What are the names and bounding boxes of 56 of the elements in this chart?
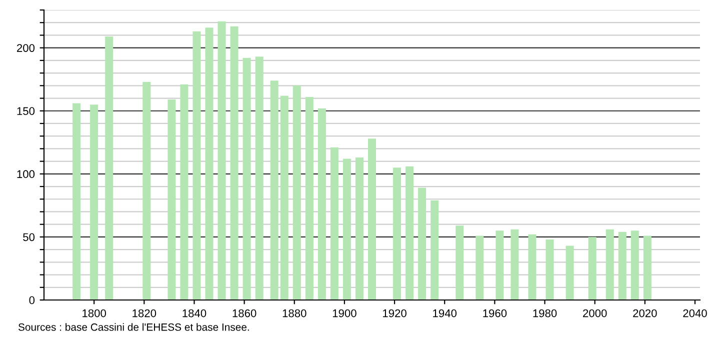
bar: [566, 246, 574, 300]
bar: [630, 230, 639, 300]
bar: [218, 21, 226, 300]
bar: [270, 80, 278, 300]
bar: [618, 232, 626, 300]
bar: [606, 229, 614, 300]
x-tick-label: 1940: [433, 309, 457, 318]
x-tick-label: 1880: [282, 309, 306, 318]
y-tick-label: 100: [17, 170, 35, 178]
bar: [180, 84, 188, 300]
x-tick-label: 1840: [182, 309, 206, 318]
x-tick-label: 1900: [332, 309, 356, 318]
bar: [406, 166, 414, 300]
x-tick-label: 1960: [483, 309, 507, 318]
bar: [330, 147, 338, 300]
x-tick-label: 1920: [383, 309, 406, 318]
y-tick-label: 200: [16, 44, 35, 52]
bar: [230, 26, 238, 300]
bar: [528, 234, 536, 300]
y-tick-label: 0: [29, 296, 35, 304]
x-tick-label: 2020: [633, 309, 657, 318]
bar: [355, 158, 364, 300]
x-tick-label: 1820: [132, 309, 156, 318]
bar: [546, 239, 554, 300]
bar: [318, 108, 326, 300]
bar: [280, 96, 288, 300]
bar: [418, 188, 426, 300]
bar: [142, 82, 151, 300]
bar: [476, 236, 484, 300]
y-tick-label: 150: [17, 107, 35, 116]
bar: [242, 58, 251, 300]
bar: [90, 104, 98, 300]
bar: [643, 236, 652, 300]
bar: [430, 200, 439, 300]
bar: [72, 103, 81, 300]
x-tick-label: 2040: [683, 309, 707, 318]
source-note: Sources : base Cassini de l'EHESS et base Insee.: [18, 323, 249, 331]
bar: [588, 236, 596, 300]
bar: [255, 56, 264, 300]
bar: [368, 138, 376, 300]
bar: [305, 97, 314, 300]
y-tick-label: 50: [23, 233, 35, 242]
bar: [342, 158, 351, 300]
bar: [456, 226, 464, 300]
bar: [510, 229, 519, 300]
bar: [496, 230, 504, 300]
bar: [192, 31, 201, 300]
x-tick-label: 1980: [533, 309, 557, 318]
bar: [168, 100, 176, 300]
x-tick-label: 2000: [583, 309, 607, 318]
x-tick-label: 1800: [82, 309, 106, 318]
bar: [292, 86, 301, 300]
x-tick-label: 1860: [232, 309, 256, 318]
bar: [105, 36, 114, 300]
bar: [205, 28, 214, 300]
bar: [393, 168, 402, 300]
